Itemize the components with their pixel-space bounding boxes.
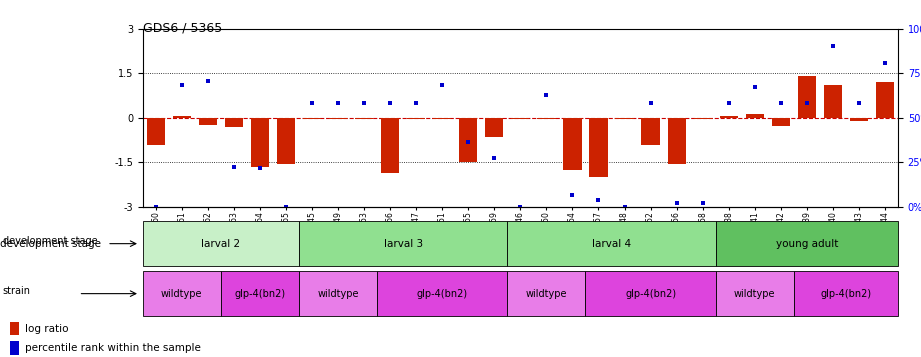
Bar	[146, 118, 165, 145]
Bar	[537, 118, 555, 119]
Bar	[798, 76, 816, 118]
Bar	[329, 118, 347, 119]
Bar	[173, 116, 191, 118]
Bar	[221, 271, 299, 316]
Text: GDS6 / 5365: GDS6 / 5365	[143, 21, 222, 34]
Bar	[589, 118, 608, 177]
Bar	[143, 271, 221, 316]
Text: larval 3: larval 3	[384, 238, 423, 249]
Bar	[143, 221, 299, 266]
Bar	[251, 118, 269, 167]
Bar	[355, 118, 373, 119]
Bar	[586, 271, 716, 316]
Text: glp-4(bn2): glp-4(bn2)	[234, 288, 286, 299]
Text: glp-4(bn2): glp-4(bn2)	[821, 288, 871, 299]
Bar	[10, 322, 19, 336]
Bar	[277, 118, 295, 164]
Bar	[303, 118, 321, 119]
Bar	[407, 118, 426, 119]
Bar	[511, 118, 530, 119]
Bar	[719, 116, 738, 118]
Bar	[772, 118, 790, 126]
Bar	[850, 118, 868, 121]
Text: wildtype: wildtype	[161, 288, 203, 299]
Text: larval 4: larval 4	[592, 238, 631, 249]
Bar	[381, 118, 400, 173]
Bar	[485, 118, 504, 137]
Text: wildtype: wildtype	[526, 288, 567, 299]
Text: young adult: young adult	[775, 238, 838, 249]
Text: log ratio: log ratio	[26, 324, 69, 334]
Bar	[299, 271, 377, 316]
Bar	[377, 271, 507, 316]
Bar	[460, 118, 477, 162]
Text: development stage: development stage	[0, 238, 104, 249]
Bar	[876, 82, 894, 118]
Bar	[564, 118, 581, 170]
Bar	[199, 118, 217, 125]
Bar	[299, 221, 507, 266]
Text: glp-4(bn2): glp-4(bn2)	[416, 288, 468, 299]
Text: percentile rank within the sample: percentile rank within the sample	[26, 343, 201, 353]
Text: strain: strain	[3, 286, 31, 296]
Bar	[507, 221, 716, 266]
Bar	[716, 221, 898, 266]
Bar	[225, 118, 243, 127]
Bar	[823, 85, 842, 118]
Text: development stage: development stage	[3, 236, 98, 246]
Bar	[746, 114, 764, 118]
Bar	[507, 271, 586, 316]
Bar	[694, 118, 712, 119]
Bar	[10, 341, 19, 355]
Text: wildtype: wildtype	[318, 288, 359, 299]
Bar	[641, 118, 659, 145]
Text: glp-4(bn2): glp-4(bn2)	[625, 288, 676, 299]
Bar	[716, 271, 794, 316]
Bar	[794, 271, 898, 316]
Bar	[668, 118, 686, 164]
Bar	[615, 118, 634, 119]
Bar	[433, 118, 451, 119]
Text: larval 2: larval 2	[202, 238, 240, 249]
Text: wildtype: wildtype	[734, 288, 775, 299]
